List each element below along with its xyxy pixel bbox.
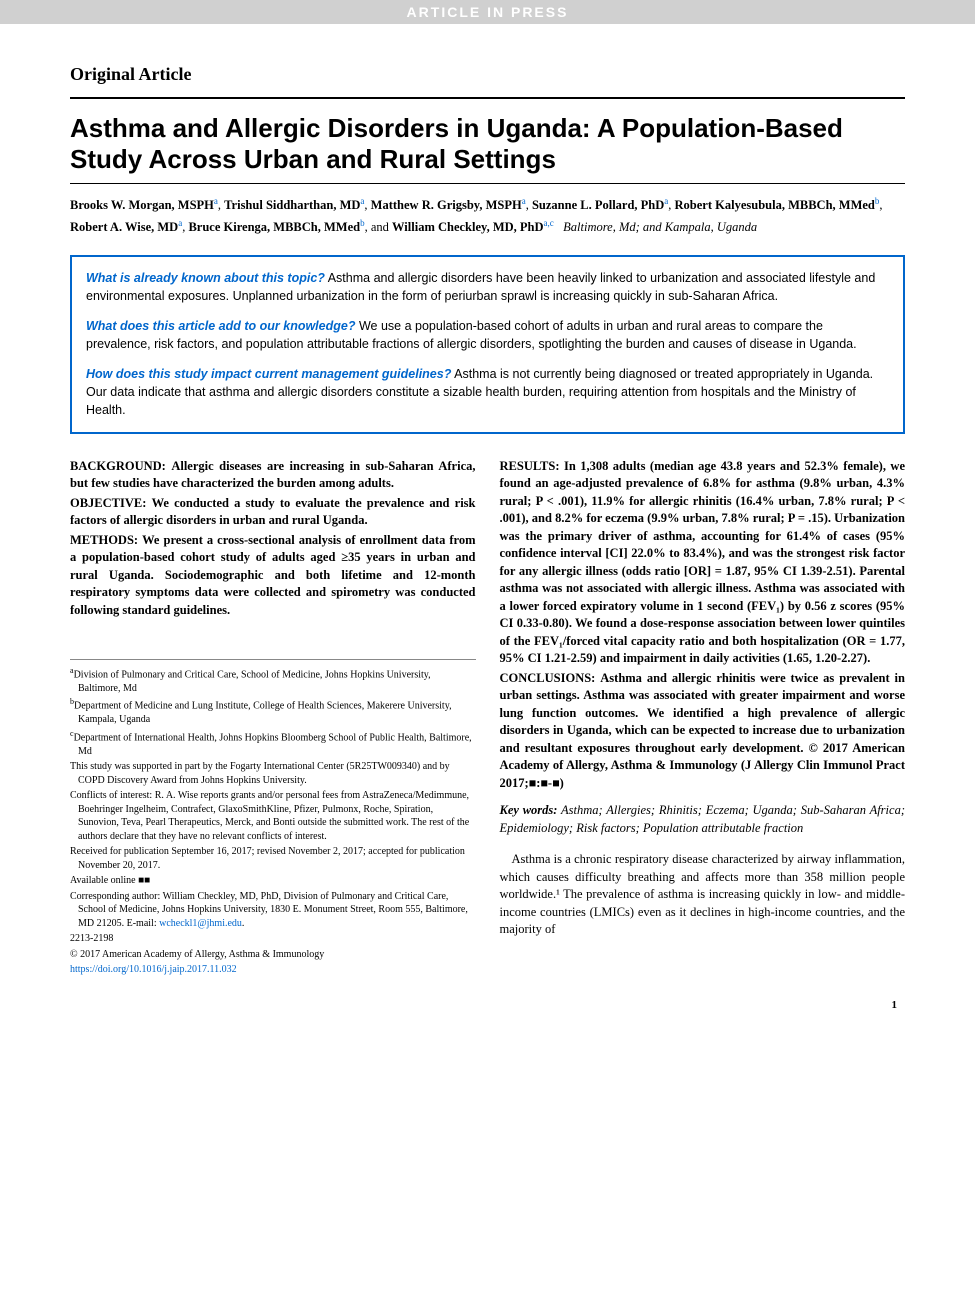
author: Suzanne L. Pollard, PhD — [532, 199, 664, 213]
highlight-item: How does this study impact current manag… — [86, 365, 889, 419]
affiliation-a: aDivision of Pulmonary and Critical Care… — [70, 666, 476, 695]
rule-top — [70, 97, 905, 99]
copyright: © 2017 American Academy of Allergy, Asth… — [70, 948, 476, 962]
author: Robert Kalyesubula, MBBCh, MMed — [675, 199, 875, 213]
abstract-label: CONCLUSIONS: — [500, 671, 596, 685]
affiliation-marker: b — [360, 218, 365, 228]
affiliation-marker: a,c — [544, 218, 554, 228]
received-note: Received for publication September 16, 2… — [70, 845, 476, 872]
article-in-press-banner: ARTICLE IN PRESS — [0, 0, 975, 24]
available-note: Available online ■■ — [70, 874, 476, 888]
abstract-label: OBJECTIVE: — [70, 496, 146, 510]
article-title: Asthma and Allergic Disorders in Uganda:… — [70, 113, 905, 175]
author: William Checkley, MD, PhD — [392, 220, 544, 234]
funding-note: This study was supported in part by the … — [70, 760, 476, 787]
author-locations: Baltimore, Md; and Kampala, Uganda — [563, 220, 757, 234]
affiliation-marker: a — [522, 196, 526, 206]
abstract-conclusions: CONCLUSIONS: Asthma and allergic rhiniti… — [500, 670, 906, 793]
affiliation-marker: a — [360, 196, 364, 206]
abstract-methods: METHODS: We present a cross-sectional an… — [70, 532, 476, 620]
affiliation-b: bDepartment of Medicine and Lung Institu… — [70, 697, 476, 726]
affiliation-marker: b — [875, 196, 880, 206]
abstract-columns: BACKGROUND: Allergic diseases are increa… — [70, 458, 905, 979]
article-type: Original Article — [70, 64, 905, 85]
corresponding-note: Corresponding author: William Checkley, … — [70, 890, 476, 931]
author: Robert A. Wise, MD — [70, 220, 178, 234]
abstract-text: In 1,308 adults (median age 43.8 years a… — [500, 459, 906, 666]
affiliation-c: cDepartment of International Health, Joh… — [70, 729, 476, 758]
issn: 2213-2198 — [70, 932, 476, 946]
highlight-question: What does this article add to our knowle… — [86, 319, 355, 333]
footnotes: aDivision of Pulmonary and Critical Care… — [70, 659, 476, 976]
author-list: Brooks W. Morgan, MSPHa, Trishul Siddhar… — [70, 194, 905, 236]
rule-under-title — [70, 183, 905, 184]
abstract-text: Asthma and allergic rhinitis were twice … — [500, 671, 906, 790]
abstract-objective: OBJECTIVE: We conducted a study to evalu… — [70, 495, 476, 530]
intro-paragraph: Asthma is a chronic respiratory disease … — [500, 851, 906, 939]
abstract-label: RESULTS: — [500, 459, 560, 473]
author: Matthew R. Grigsby, MSPH — [371, 199, 522, 213]
left-column: BACKGROUND: Allergic diseases are increa… — [70, 458, 476, 979]
highlight-question: What is already known about this topic? — [86, 271, 325, 285]
highlights-box: What is already known about this topic? … — [70, 255, 905, 434]
page-number: 1 — [70, 999, 905, 1011]
keywords-text: Asthma; Allergies; Rhinitis; Eczema; Uga… — [500, 803, 905, 835]
author: Bruce Kirenga, MBBCh, MMed — [188, 220, 360, 234]
abstract-results: RESULTS: In 1,308 adults (median age 43.… — [500, 458, 906, 668]
abstract-label: BACKGROUND: — [70, 459, 166, 473]
keywords-label: Key words: — [500, 803, 558, 817]
email-link[interactable]: wcheckl1@jhmi.edu — [159, 918, 242, 929]
affiliation-marker: a — [664, 196, 668, 206]
page-content: Original Article Asthma and Allergic Dis… — [0, 24, 975, 1031]
author: Brooks W. Morgan, MSPH — [70, 199, 214, 213]
doi-link[interactable]: https://doi.org/10.1016/j.jaip.2017.11.0… — [70, 963, 476, 977]
highlight-item: What does this article add to our knowle… — [86, 317, 889, 353]
author: Trishul Siddharthan, MD — [224, 199, 360, 213]
conflicts-note: Conflicts of interest: R. A. Wise report… — [70, 789, 476, 843]
affiliation-marker: a — [178, 218, 182, 228]
highlight-item: What is already known about this topic? … — [86, 269, 889, 305]
right-column: RESULTS: In 1,308 adults (median age 43.… — [500, 458, 906, 979]
abstract-label: METHODS: — [70, 533, 138, 547]
keywords: Key words: Asthma; Allergies; Rhinitis; … — [500, 802, 906, 837]
abstract-background: BACKGROUND: Allergic diseases are increa… — [70, 458, 476, 493]
highlight-question: How does this study impact current manag… — [86, 367, 451, 381]
affiliation-marker: a — [214, 196, 218, 206]
